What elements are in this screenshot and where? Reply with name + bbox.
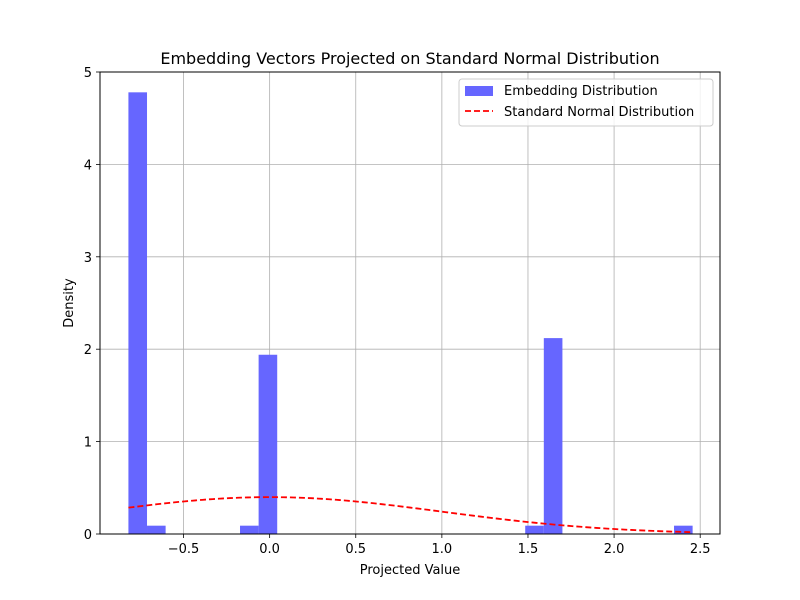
y-tick-label: 1	[84, 436, 92, 451]
histogram-bar	[128, 92, 148, 534]
y-tick-label: 5	[84, 66, 92, 81]
histogram-bar	[147, 525, 166, 534]
x-axis-label: Projected Value	[360, 563, 461, 578]
x-tick-label: 1.0	[432, 542, 453, 557]
histogram-bar	[258, 354, 278, 534]
x-tick-label: 2.0	[604, 542, 625, 557]
histogram-bar	[543, 338, 563, 534]
histogram-bar	[525, 525, 544, 534]
legend-label-normal: Standard Normal Distribution	[504, 105, 694, 120]
y-tick-label: 3	[84, 251, 92, 266]
x-tick-label: 0.0	[259, 542, 280, 557]
y-axis-label: Density	[62, 278, 77, 328]
y-tick-label: 4	[84, 158, 92, 173]
x-axis-ticks: −0.5 0.0 0.5 1.0 1.5 2.0 2.5	[168, 534, 711, 557]
legend-label-embedding: Embedding Distribution	[504, 84, 658, 99]
normal-curve-line	[128, 496, 692, 534]
plot-frame	[99, 71, 721, 535]
x-tick-label: 0.5	[345, 542, 366, 557]
x-tick-label: −0.5	[168, 542, 200, 557]
normal-curve-layer	[128, 496, 692, 534]
x-tick-label: 2.5	[690, 542, 711, 557]
y-tick-label: 2	[84, 343, 92, 358]
y-tick-label: 0	[84, 528, 92, 543]
legend-swatch-embedding	[465, 86, 493, 96]
histogram-bar	[240, 525, 259, 534]
legend: Embedding Distribution Standard Normal D…	[458, 78, 714, 127]
x-tick-label: 1.5	[518, 542, 539, 557]
chart-title: Embedding Vectors Projected on Standard …	[160, 49, 659, 68]
legend-box	[458, 78, 714, 127]
y-axis-ticks: 0 1 2 3 4 5	[84, 66, 100, 543]
histogram-bars	[128, 92, 693, 534]
histogram-bar	[674, 525, 693, 534]
